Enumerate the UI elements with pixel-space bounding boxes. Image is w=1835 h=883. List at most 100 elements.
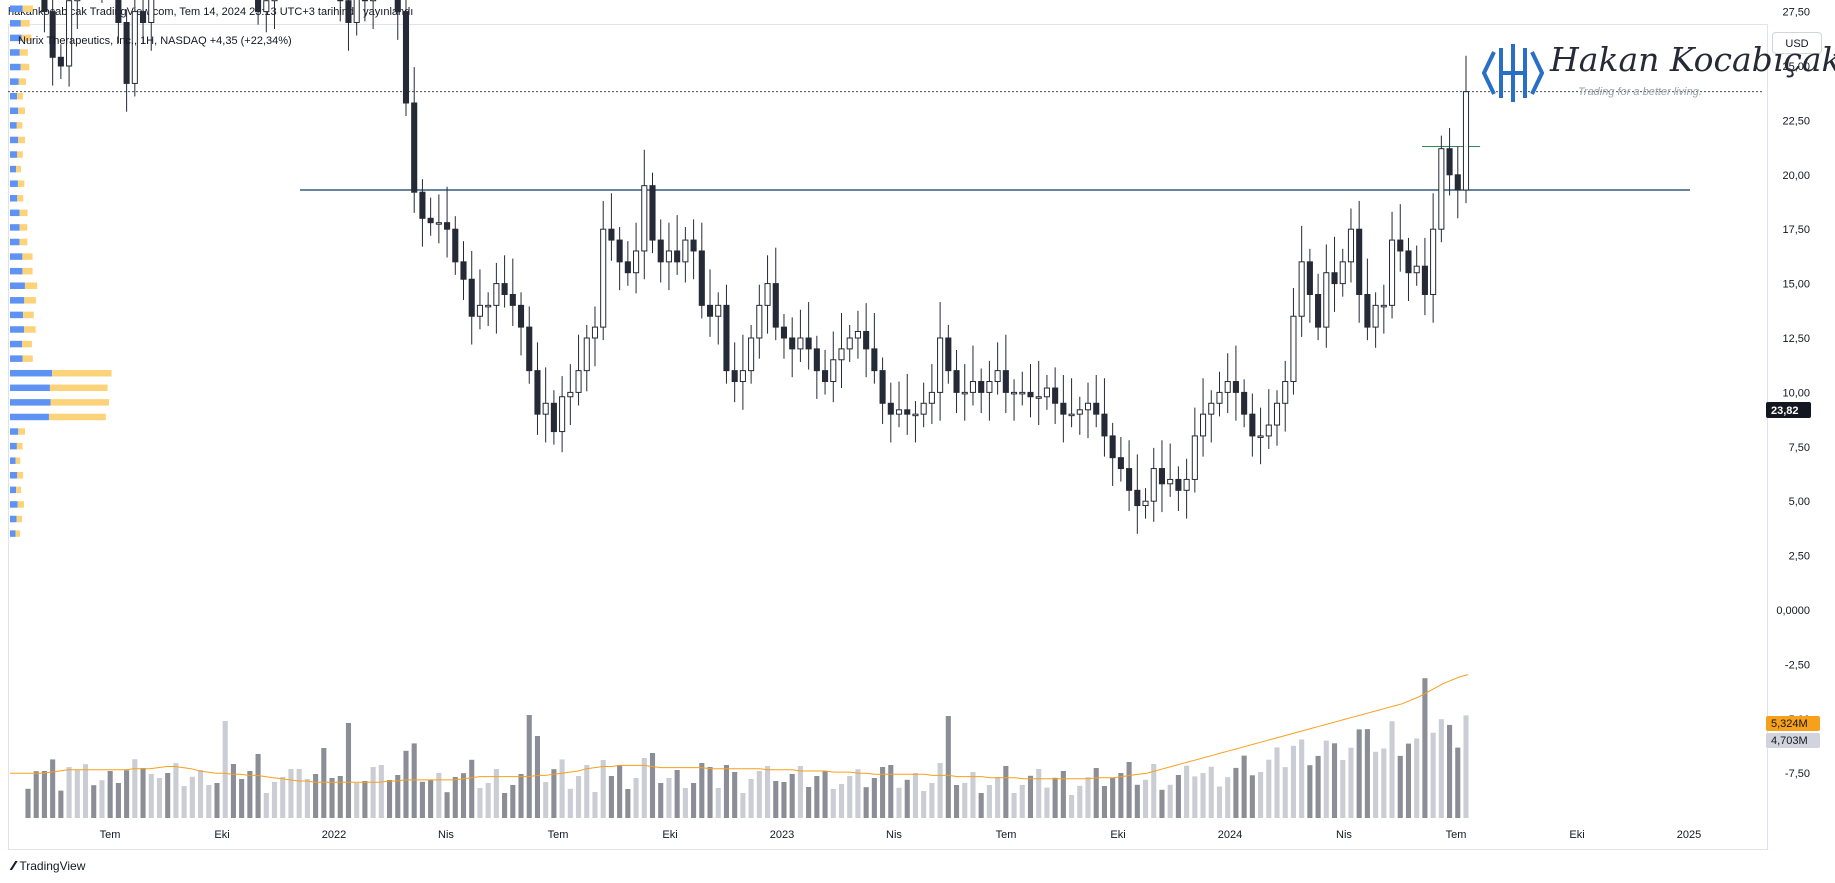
currency-button[interactable]: USD	[1772, 32, 1822, 54]
volume-ma-tag: 5,324M	[1766, 716, 1820, 731]
volume-bar	[1233, 767, 1239, 818]
volume-bar	[354, 783, 360, 818]
profile-row	[10, 355, 33, 362]
candle	[912, 401, 919, 443]
candle	[1372, 292, 1379, 348]
candle	[937, 302, 944, 421]
volume-bar	[584, 765, 590, 818]
price-tick-label: 12,50	[1782, 333, 1810, 345]
candle	[822, 349, 829, 395]
volume-bar	[140, 768, 146, 818]
candle	[509, 258, 516, 327]
volume-bar	[1200, 773, 1206, 818]
profile-row	[10, 530, 21, 537]
volume-bar	[534, 736, 541, 818]
candle	[1364, 258, 1371, 341]
candle	[131, 0, 138, 97]
candle	[1347, 208, 1355, 283]
candle	[871, 312, 878, 384]
volume-bar	[321, 748, 327, 818]
volume-bar	[148, 774, 154, 818]
volume-bar	[387, 780, 393, 818]
volume-bar	[723, 765, 730, 818]
volume-bar	[165, 773, 171, 818]
candle	[263, 0, 270, 33]
candle	[1323, 244, 1330, 348]
volume-bar	[337, 776, 343, 818]
volume-bar	[1085, 777, 1091, 818]
profile-row	[10, 107, 25, 115]
volume-bar	[970, 772, 976, 818]
volume-bar	[395, 775, 401, 818]
time-tick-label: Eki	[662, 829, 677, 841]
volume-bar	[1463, 715, 1469, 818]
volume-bar	[658, 783, 664, 818]
candle	[994, 342, 1001, 395]
volume-profile	[10, 5, 112, 537]
candle	[624, 241, 631, 286]
candle	[1241, 379, 1248, 428]
candle	[813, 335, 820, 399]
price-tick-label: 27,50	[1782, 7, 1810, 19]
volume-bar	[625, 789, 631, 818]
candle	[1273, 390, 1281, 446]
volume-bar	[296, 769, 302, 818]
volume-bar	[666, 778, 672, 818]
volume-bar	[502, 793, 508, 818]
volume-label: 4,703M	[1771, 735, 1808, 747]
candle	[534, 342, 541, 435]
candle	[485, 292, 492, 327]
volume-bar	[518, 774, 524, 818]
volume-bar	[313, 774, 319, 818]
candle	[559, 376, 566, 453]
candle	[345, 0, 352, 51]
volume-bar	[592, 792, 598, 818]
candle	[1380, 284, 1387, 334]
volume-bar	[814, 776, 820, 818]
author-logo: Hakan Kocabıçak Trading for a better liv…	[1482, 40, 1835, 106]
candle	[476, 269, 483, 330]
profile-row	[10, 369, 112, 377]
candle	[739, 334, 746, 410]
volume-bar	[222, 721, 228, 818]
candle	[1134, 454, 1141, 534]
volume-bar	[1266, 759, 1272, 818]
candle	[723, 284, 730, 384]
volume-bar	[66, 767, 72, 818]
candle	[1224, 353, 1231, 414]
volume-bar	[132, 759, 138, 818]
profile-row	[10, 78, 26, 85]
profile-row	[10, 442, 23, 450]
profile-row	[10, 224, 28, 231]
candle	[370, 0, 377, 30]
candle	[444, 186, 451, 258]
volume-bar	[880, 767, 886, 818]
volume-bar	[871, 778, 877, 818]
candle	[1216, 371, 1223, 417]
volume-bar	[419, 781, 425, 818]
volume-bar	[230, 764, 236, 818]
candle	[715, 292, 722, 345]
symbol-legend[interactable]: Nurix Therapeutics, Inc., 1H, NASDAQ +4,…	[18, 35, 292, 47]
volume-bar	[1175, 775, 1181, 818]
candle	[1101, 378, 1108, 457]
candle	[419, 179, 426, 247]
volume-bar	[756, 771, 762, 818]
volume-bar	[1447, 724, 1453, 818]
time-tick-label: Tem	[548, 829, 569, 841]
volume-bar	[896, 787, 902, 818]
volume-bar	[1019, 785, 1025, 818]
profile-row	[10, 63, 30, 71]
volume-bar	[1208, 766, 1214, 818]
volume-bar	[551, 769, 557, 818]
price-tick-label: -7,50	[1785, 768, 1810, 780]
tradingview-logo-icon: ⁄⁄	[12, 858, 16, 873]
volume-bar	[493, 769, 499, 818]
candle	[690, 219, 697, 280]
price-tick-label: 5,00	[1789, 496, 1810, 508]
volume-bar	[198, 770, 204, 818]
footer-brand[interactable]: ⁄⁄ TradingView	[12, 858, 85, 873]
candle	[1257, 407, 1264, 465]
volume-bar	[1159, 789, 1165, 818]
